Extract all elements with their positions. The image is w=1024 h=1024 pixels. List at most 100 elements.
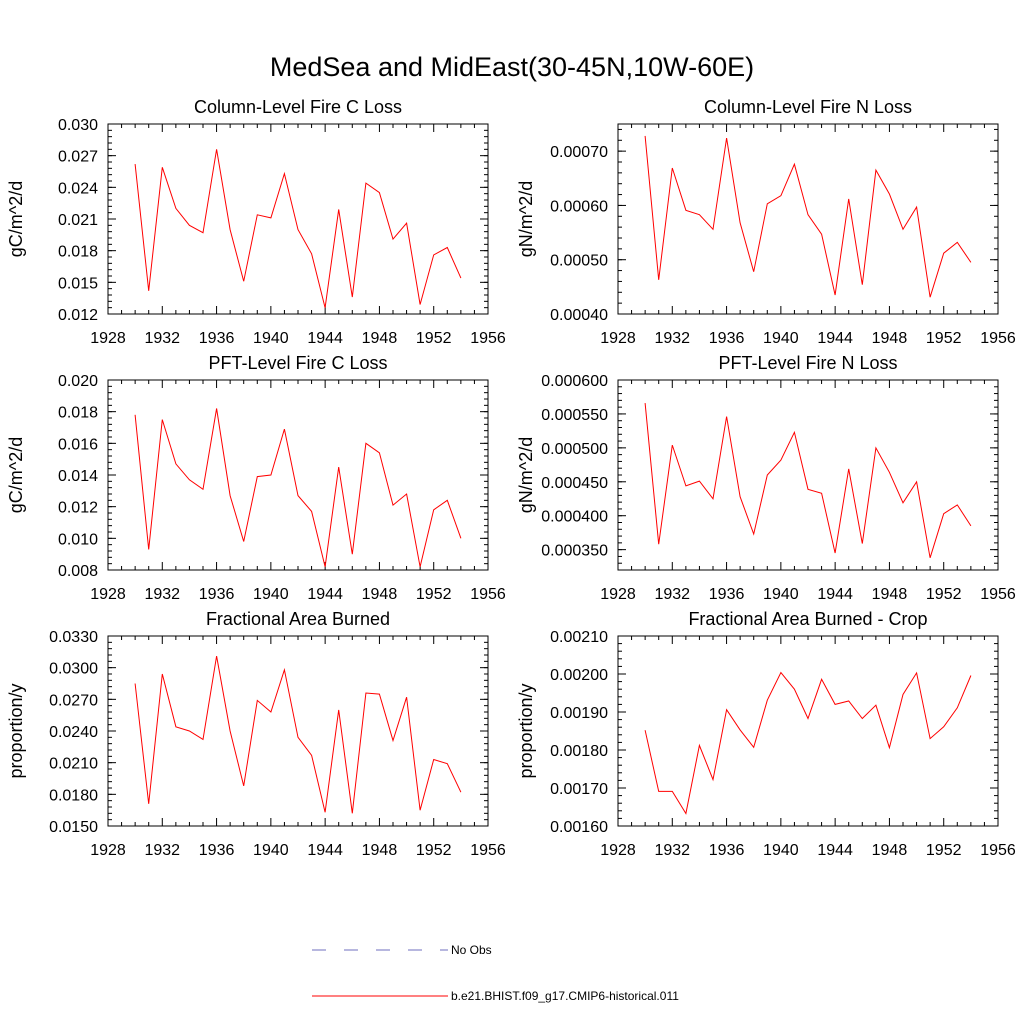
series-line xyxy=(134,149,462,308)
y-tick-label: 0.014 xyxy=(58,468,98,485)
y-axis-label: gC/m^2/d xyxy=(6,437,26,513)
x-tick-label: 1948 xyxy=(872,330,908,347)
y-tick-label: 0.018 xyxy=(58,244,98,261)
x-tick-label: 1948 xyxy=(872,586,908,603)
x-tick-label: 1948 xyxy=(362,330,398,347)
x-tick-label: 1932 xyxy=(144,586,180,603)
legend: No Obs b.e21.BHIST.f09_g17.CMIP6-histori… xyxy=(312,943,679,1003)
x-tick-label: 1928 xyxy=(600,842,636,859)
series-line xyxy=(644,403,972,558)
x-tick-label: 1940 xyxy=(763,586,799,603)
y-tick-label: 0.0240 xyxy=(49,724,98,741)
panel-2: 1928 1932 1936 1940 1944 1948 1952 1956 0.00040 0… xyxy=(516,97,1016,347)
y-axis-label: proportion/y xyxy=(516,683,536,778)
x-tick-label: 1956 xyxy=(470,330,506,347)
x-tick-label: 1956 xyxy=(470,842,506,859)
x-tick-label: 1944 xyxy=(307,330,343,347)
x-tick-label: 1940 xyxy=(253,842,289,859)
x-tick-label: 1952 xyxy=(416,330,452,347)
x-tick-label: 1932 xyxy=(654,330,690,347)
y-tick-label: 0.00070 xyxy=(550,144,608,161)
plot-frame xyxy=(107,123,489,315)
y-tick-label: 0.0300 xyxy=(49,661,98,678)
y-tick-label: 0.018 xyxy=(58,405,98,422)
x-tick-label: 1932 xyxy=(654,842,690,859)
y-tick-label: 0.000500 xyxy=(541,441,608,458)
x-tick-label: 1928 xyxy=(600,330,636,347)
y-axis-label: proportion/y xyxy=(6,683,26,778)
y-tick-label: 0.00180 xyxy=(550,743,608,760)
y-axis-label: gN/m^2/d xyxy=(516,437,536,513)
y-tick-label: 0.0270 xyxy=(49,692,98,709)
y-tick-label: 0.0330 xyxy=(49,629,98,646)
panel-title: PFT-Level Fire N Loss xyxy=(718,353,897,373)
y-tick-label: 0.016 xyxy=(58,436,98,453)
x-tick-label: 1948 xyxy=(872,842,908,859)
x-tick-label: 1948 xyxy=(362,842,398,859)
y-tick-label: 0.012 xyxy=(58,307,98,324)
y-tick-label: 0.000350 xyxy=(541,543,608,560)
x-tick-label: 1936 xyxy=(709,586,745,603)
x-tick-label: 1956 xyxy=(980,842,1016,859)
x-tick-label: 1952 xyxy=(926,842,962,859)
y-tick-label: 0.012 xyxy=(58,500,98,517)
plot-frame xyxy=(617,635,999,827)
x-tick-label: 1928 xyxy=(600,586,636,603)
y-tick-label: 0.015 xyxy=(58,275,98,292)
y-tick-label: 0.00200 xyxy=(550,667,608,684)
plot-frame xyxy=(617,379,999,571)
panels-group: 1928 1932 1936 1940 1944 1948 1952 1956 0.012 0.0… xyxy=(6,97,1016,859)
panel-title: Column-Level Fire N Loss xyxy=(704,97,912,117)
x-tick-label: 1932 xyxy=(654,586,690,603)
x-tick-label: 1952 xyxy=(926,330,962,347)
panel-6: 1928 1932 1936 1940 1944 1948 1952 1956 0.00160 0… xyxy=(516,609,1016,859)
x-tick-label: 1944 xyxy=(307,586,343,603)
y-tick-label: 0.00190 xyxy=(550,705,608,722)
plot-frame xyxy=(107,379,489,571)
panel-title: Fractional Area Burned xyxy=(206,609,390,629)
y-tick-label: 0.000600 xyxy=(541,373,608,390)
y-tick-label: 0.00210 xyxy=(550,629,608,646)
panel-3: 1928 1932 1936 1940 1944 1948 1952 1956 0.008 0.0… xyxy=(6,353,506,603)
series-line xyxy=(134,656,462,814)
panel-title: Fractional Area Burned - Crop xyxy=(688,609,927,629)
plot-frame xyxy=(107,635,489,827)
x-tick-label: 1948 xyxy=(362,586,398,603)
panel-title: PFT-Level Fire C Loss xyxy=(208,353,387,373)
panel-title: Column-Level Fire C Loss xyxy=(194,97,402,117)
x-tick-label: 1952 xyxy=(926,586,962,603)
x-tick-label: 1952 xyxy=(416,842,452,859)
y-tick-label: 0.000400 xyxy=(541,509,608,526)
legend-label-no-obs: No Obs xyxy=(451,943,492,957)
x-tick-label: 1944 xyxy=(817,842,853,859)
y-tick-label: 0.010 xyxy=(58,531,98,548)
series-line xyxy=(644,135,972,298)
x-tick-label: 1944 xyxy=(307,842,343,859)
y-tick-label: 0.00050 xyxy=(550,253,608,270)
x-tick-label: 1952 xyxy=(416,586,452,603)
y-tick-label: 0.020 xyxy=(58,373,98,390)
y-tick-label: 0.030 xyxy=(58,117,98,134)
x-tick-label: 1936 xyxy=(199,330,235,347)
panel-1: 1928 1932 1936 1940 1944 1948 1952 1956 0.012 0.0… xyxy=(6,97,506,347)
legend-label-model: b.e21.BHIST.f09_g17.CMIP6-historical.011 xyxy=(451,989,679,1003)
x-tick-label: 1928 xyxy=(90,842,126,859)
x-tick-label: 1936 xyxy=(709,330,745,347)
x-tick-label: 1936 xyxy=(199,842,235,859)
x-tick-label: 1940 xyxy=(763,842,799,859)
y-tick-label: 0.00170 xyxy=(550,781,608,798)
y-tick-label: 0.008 xyxy=(58,563,98,580)
x-tick-label: 1956 xyxy=(980,586,1016,603)
x-tick-label: 1956 xyxy=(470,586,506,603)
y-tick-label: 0.0150 xyxy=(49,819,98,836)
x-tick-label: 1928 xyxy=(90,586,126,603)
x-tick-label: 1936 xyxy=(709,842,745,859)
main-title: MedSea and MidEast(30-45N,10W-60E) xyxy=(270,52,754,82)
y-tick-label: 0.00040 xyxy=(550,307,608,324)
plot-frame xyxy=(617,123,999,315)
x-tick-label: 1956 xyxy=(980,330,1016,347)
y-tick-label: 0.00160 xyxy=(550,819,608,836)
y-tick-label: 0.00060 xyxy=(550,198,608,215)
y-axis-label: gN/m^2/d xyxy=(516,181,536,257)
